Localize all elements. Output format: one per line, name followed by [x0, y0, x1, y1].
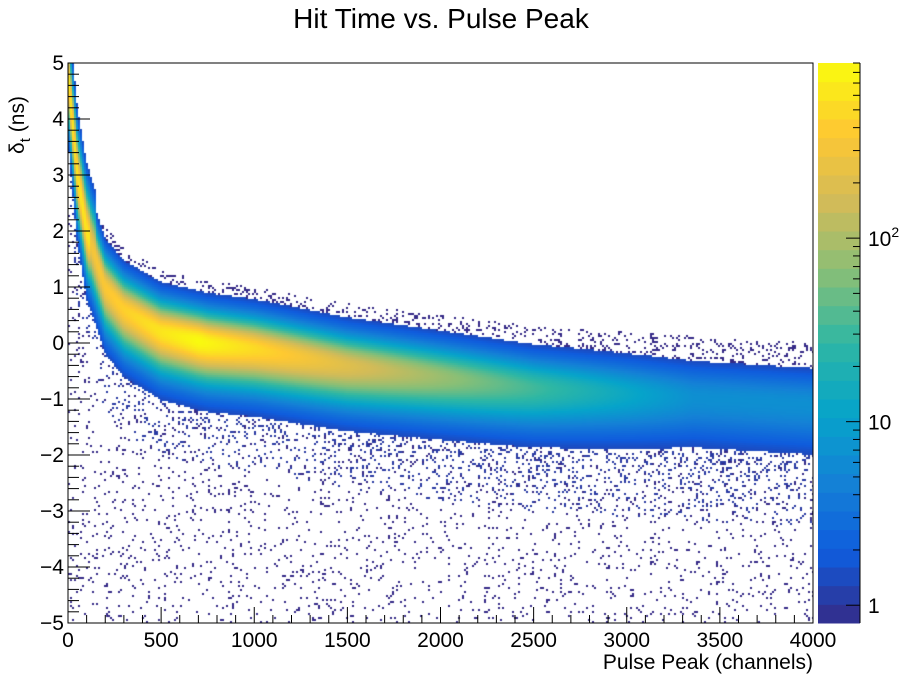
y-tick-label: −5	[40, 612, 64, 635]
colorbar-axis: 1 10 102	[846, 62, 899, 618]
colorbar-band	[818, 287, 860, 307]
colorbar-band	[818, 324, 860, 344]
x-tick-label: 1000	[231, 629, 278, 652]
heatmap-image	[68, 63, 813, 623]
y-axis-label-subscript: t	[17, 137, 34, 142]
y-axis-label-symbol: δ	[6, 142, 29, 154]
colorbar-band	[818, 511, 860, 531]
x-tick-label: 2500	[510, 629, 557, 652]
colorbar-band	[818, 455, 860, 475]
colorbar-band	[818, 156, 860, 176]
colorbar-band	[818, 100, 860, 120]
y-tick-label: 3	[52, 164, 64, 187]
colorbar-band	[818, 305, 860, 325]
y-axis-label: δt (ns)	[6, 96, 34, 154]
colorbar-band	[818, 119, 860, 139]
y-tick-label: −2	[40, 444, 64, 467]
colorbar-tick-label: 10	[868, 412, 891, 435]
y-tick-label: 0	[52, 332, 64, 355]
chart-title: Hit Time vs. Pulse Peak	[293, 3, 590, 34]
y-tick-label: 2	[52, 220, 64, 243]
colorbar	[818, 63, 861, 624]
x-tick-label: 500	[144, 629, 179, 652]
colorbar-band	[818, 399, 860, 419]
colorbar-band	[818, 473, 860, 493]
x-tick-label: 4000	[790, 629, 837, 652]
colorbar-band	[818, 567, 860, 587]
colorbar-band	[818, 436, 860, 456]
x-tick-label: 3500	[697, 629, 744, 652]
colorbar-band	[818, 361, 860, 381]
x-tick-label: 1500	[324, 629, 371, 652]
colorbar-band	[818, 81, 860, 101]
colorbar-band	[818, 175, 860, 195]
x-tick-label: 0	[62, 629, 74, 652]
x-axis: 0 500 1000 1500 2000 2500 3000 3500 4000	[62, 607, 836, 652]
y-tick-label: −4	[40, 556, 64, 579]
y-tick-label: −3	[40, 500, 64, 523]
colorbar-band	[818, 380, 860, 400]
y-tick-label: 4	[52, 108, 64, 131]
colorbar-band	[818, 492, 860, 512]
colorbar-band	[818, 343, 860, 363]
colorbar-band	[818, 212, 860, 232]
y-tick-label: 5	[52, 52, 64, 75]
colorbar-band	[818, 604, 860, 624]
y-axis: −5 −4 −3 −2 −1 0 1 2 3 4 5	[40, 52, 90, 635]
y-tick-label: −1	[40, 388, 64, 411]
svg-text:δt (ns): δt (ns)	[6, 96, 34, 154]
colorbar-band	[818, 548, 860, 568]
colorbar-band	[818, 268, 860, 288]
x-tick-label: 2000	[417, 629, 464, 652]
colorbar-band	[818, 63, 860, 83]
x-tick-label: 3000	[603, 629, 650, 652]
heatmap-plot-area	[68, 63, 813, 623]
x-axis-label: Pulse Peak (channels)	[603, 651, 813, 674]
colorbar-band	[818, 249, 860, 269]
colorbar-band	[818, 417, 860, 437]
y-tick-label: 1	[52, 276, 64, 299]
colorbar-tick-label: 102	[868, 224, 899, 251]
colorbar-band	[818, 193, 860, 213]
colorbar-band	[818, 529, 860, 549]
y-axis-label-unit: (ns)	[6, 96, 29, 138]
colorbar-band	[818, 231, 860, 251]
colorbar-band	[818, 137, 860, 157]
colorbar-tick-label: 1	[868, 595, 880, 618]
colorbar-band	[818, 585, 860, 605]
